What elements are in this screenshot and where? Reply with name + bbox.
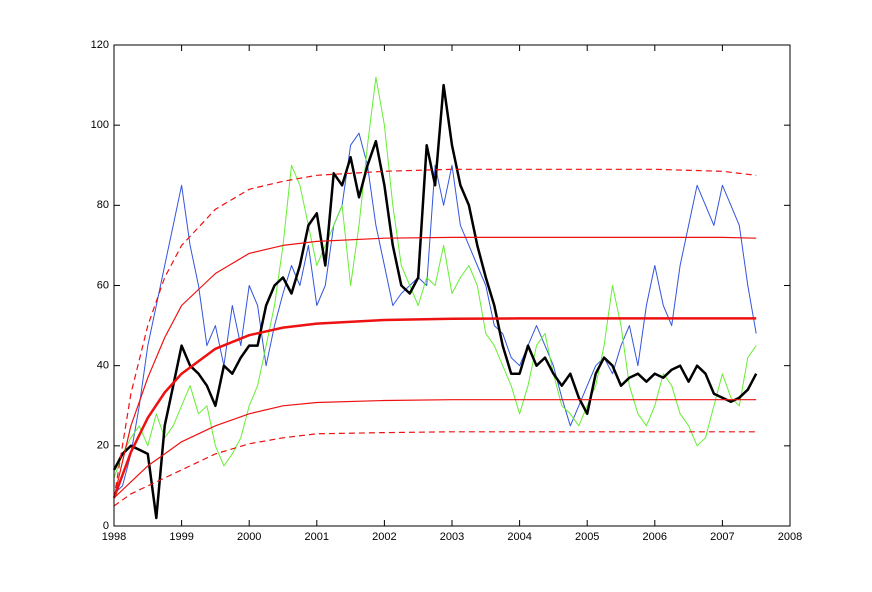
y-tick-label: 0 bbox=[103, 520, 109, 532]
y-tick-label: 20 bbox=[97, 440, 109, 452]
x-tick-label: 1998 bbox=[102, 531, 126, 543]
series-line bbox=[112, 83, 758, 520]
x-tick-label: 2008 bbox=[778, 531, 802, 543]
y-tick-label: 60 bbox=[97, 279, 109, 291]
y-tick-label: 80 bbox=[97, 199, 109, 211]
series-line bbox=[113, 431, 757, 507]
series-line bbox=[113, 132, 757, 495]
y-tick-label: 40 bbox=[97, 360, 109, 372]
series-line bbox=[112, 317, 757, 499]
series-line bbox=[113, 168, 757, 498]
series-line bbox=[113, 236, 757, 499]
y-tick-label: 100 bbox=[91, 119, 109, 131]
x-tick-label: 2005 bbox=[575, 531, 599, 543]
axes: 1998 1999 2000 2001 2002 2003 2004 2005 2006 2007… bbox=[91, 39, 803, 543]
x-tick-label: 2001 bbox=[305, 531, 329, 543]
series-line bbox=[113, 76, 757, 479]
series-line bbox=[113, 399, 757, 499]
x-tick-label: 2007 bbox=[710, 531, 734, 543]
x-tick-label: 2004 bbox=[507, 531, 531, 543]
x-tick-label: 2006 bbox=[643, 531, 667, 543]
x-tick-label: 2003 bbox=[440, 531, 464, 543]
lines bbox=[112, 76, 758, 520]
x-tick-label: 2002 bbox=[372, 531, 396, 543]
x-tick-label: 2000 bbox=[237, 531, 261, 543]
y-tick-label: 120 bbox=[91, 39, 109, 51]
x-tick-label: 1999 bbox=[169, 531, 193, 543]
